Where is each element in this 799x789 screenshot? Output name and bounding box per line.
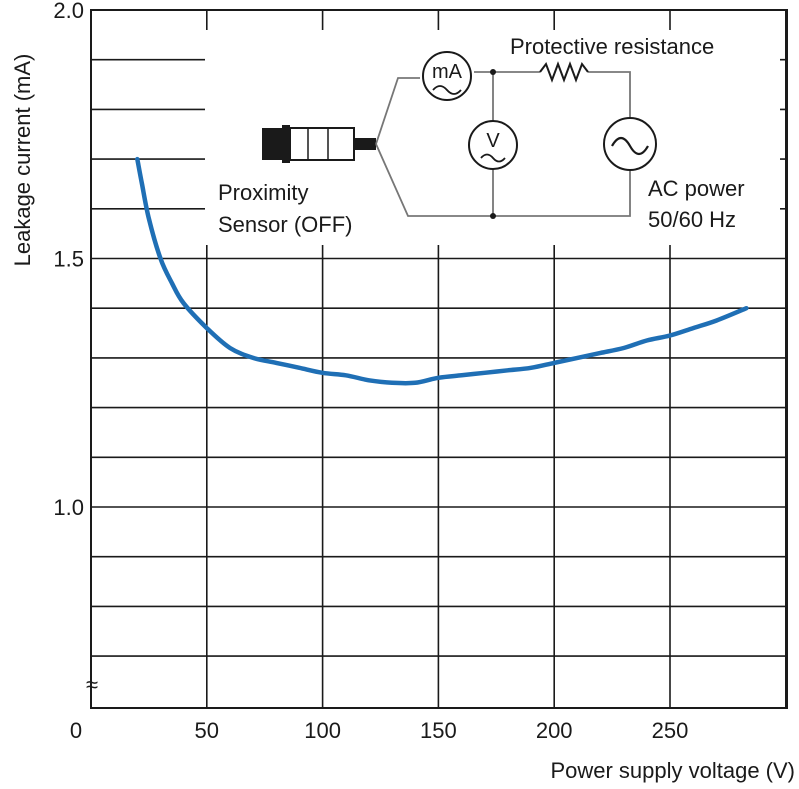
svg-text:mA: mA [432, 61, 463, 83]
tick-labels: 0 50 100 150 200 250 2.0 1.5 1.0 [53, 0, 688, 743]
ammeter-icon: mA [422, 51, 472, 101]
x-tick-label: 250 [652, 718, 689, 743]
resistor-icon [539, 61, 589, 83]
wire-resistor-power [588, 71, 631, 118]
x-axis-label: Power supply voltage (V) [550, 758, 795, 783]
plot-frame [90, 9, 788, 709]
power-label-line1: AC power [648, 176, 745, 201]
resistor-label: Protective resistance [510, 34, 714, 59]
x-tick-label: 50 [195, 718, 219, 743]
grid [91, 9, 787, 708]
leakage-current-line [135, 156, 749, 386]
ac-power-source-icon [603, 117, 657, 171]
x-tick-label: 100 [304, 718, 341, 743]
sensor-label-line1: Proximity [218, 180, 308, 205]
y-tick-label: 1.0 [53, 495, 84, 520]
circuit-diagram: mA V Proximity Sensor (OFF) Protective r… [205, 30, 780, 245]
wire-to-ammeter [375, 77, 420, 145]
power-label-line2: 50/60 Hz [648, 207, 736, 232]
sensor-label-line2: Sensor (OFF) [218, 212, 352, 237]
x-tick-label: 150 [420, 718, 457, 743]
svg-text:V: V [486, 130, 500, 152]
y-axis-label: Leakage current (mA) [10, 54, 35, 267]
series-layer [135, 156, 749, 386]
wire-return [375, 143, 631, 217]
y-tick-label: 2.0 [53, 0, 84, 23]
x-tick-label: 0 [70, 718, 82, 743]
axis-break-symbol: ≈ [86, 672, 98, 697]
y-tick-label: 1.5 [53, 247, 84, 272]
proximity-sensor-icon [262, 125, 376, 163]
x-tick-label: 200 [536, 718, 573, 743]
voltmeter-icon: V [468, 120, 518, 170]
